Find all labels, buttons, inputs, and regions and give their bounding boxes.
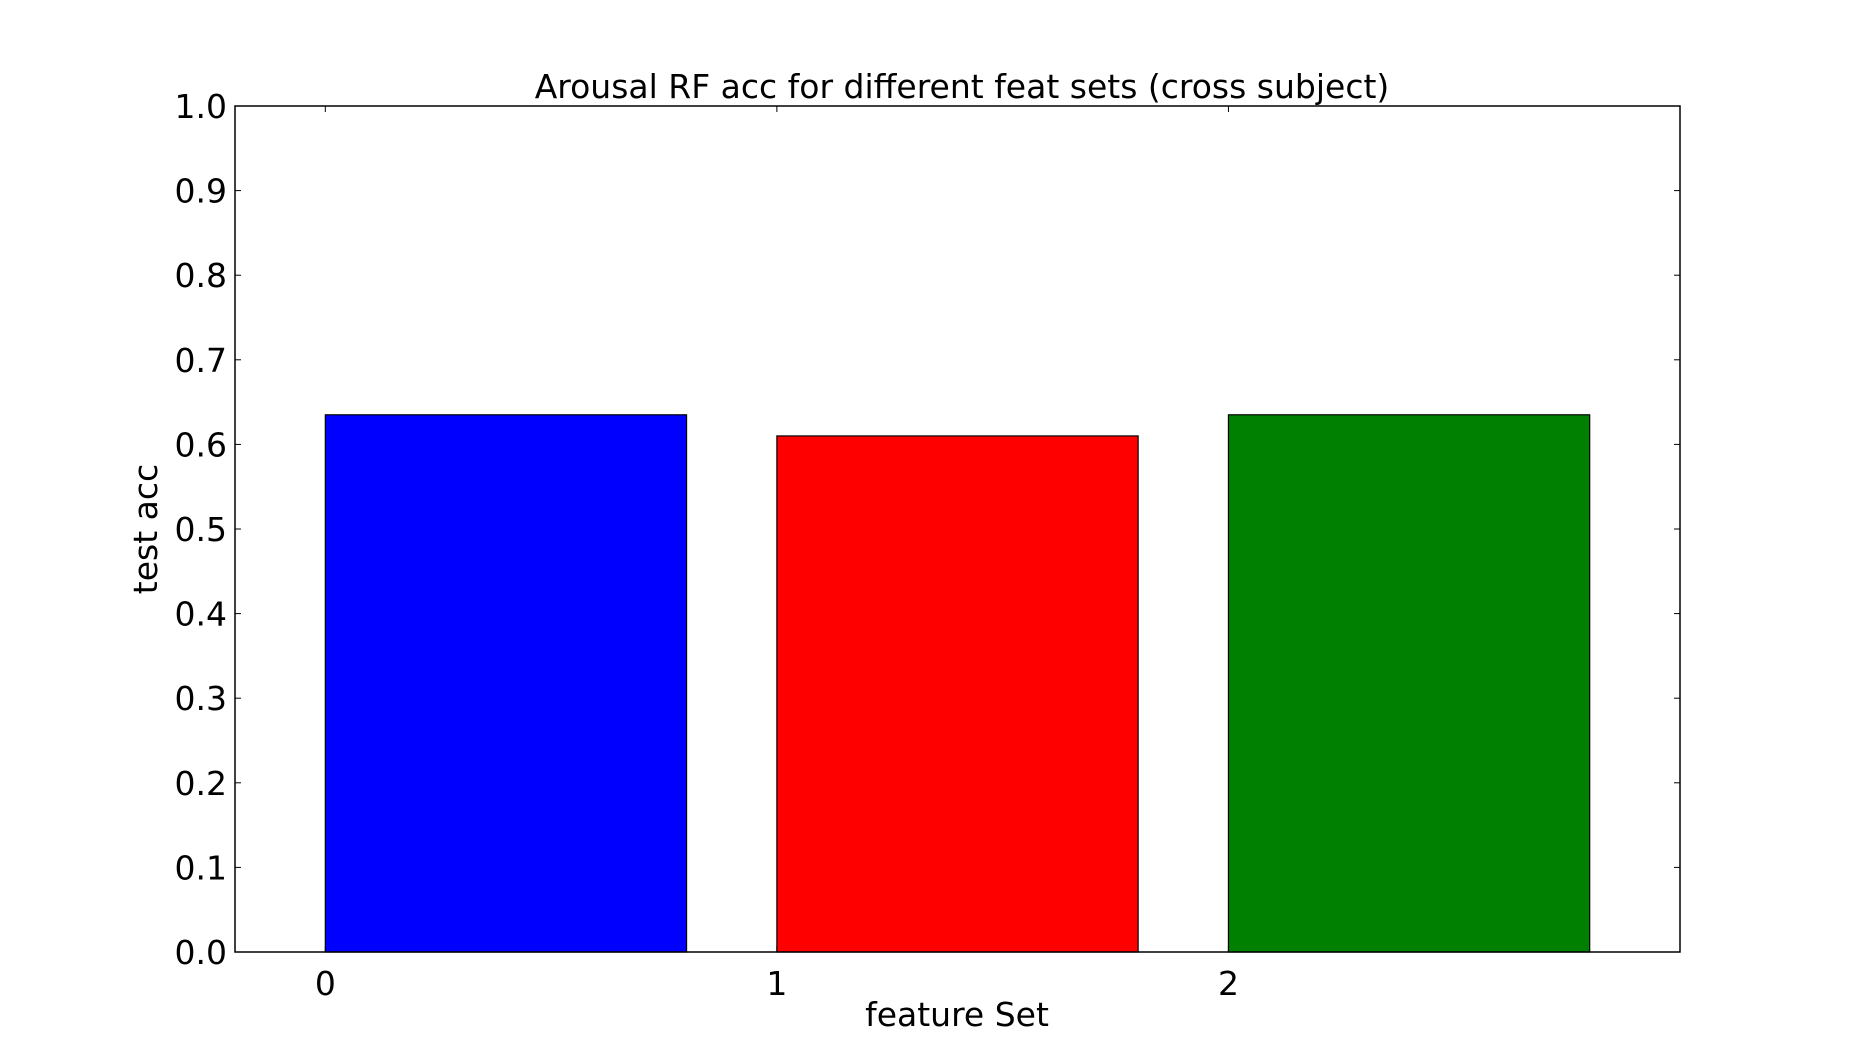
bar-0 bbox=[324, 414, 688, 953]
y-tick-label: 0.9 bbox=[175, 172, 227, 211]
plot-frame bbox=[234, 105, 1681, 953]
bar-2 bbox=[1227, 414, 1591, 953]
y-tick-label: 0.7 bbox=[175, 341, 227, 380]
chart-title: Arousal RF acc for different feat sets (… bbox=[535, 67, 1390, 106]
y-axis-label: test acc bbox=[126, 464, 165, 594]
y-tick-label: 0.5 bbox=[175, 510, 227, 549]
y-tick-label: 0.3 bbox=[175, 679, 227, 718]
y-tick-label: 0.2 bbox=[175, 764, 227, 803]
y-tick-label: 0.6 bbox=[175, 425, 227, 464]
bars-group bbox=[324, 414, 1591, 953]
y-tick-label: 0.1 bbox=[175, 848, 227, 887]
x-axis-label: feature Set bbox=[865, 995, 1049, 1034]
y-tick-label: 0.0 bbox=[175, 933, 227, 972]
x-tick-label: 2 bbox=[1218, 964, 1239, 1003]
x-tick-label: 0 bbox=[315, 964, 336, 1003]
y-ticks-group: 0.0 0.1 0.2 0.3 0.4 0.5 0.6 0.7 0.8 0.9 1.0 bbox=[175, 87, 1680, 972]
y-tick-label: 1.0 bbox=[175, 87, 227, 126]
x-tick-label: 1 bbox=[766, 964, 787, 1003]
bar-1 bbox=[776, 435, 1139, 953]
y-tick-label: 0.4 bbox=[175, 595, 227, 634]
x-ticks-group: 0 1 2 bbox=[315, 106, 1239, 1003]
y-tick-label: 0.8 bbox=[175, 256, 227, 295]
